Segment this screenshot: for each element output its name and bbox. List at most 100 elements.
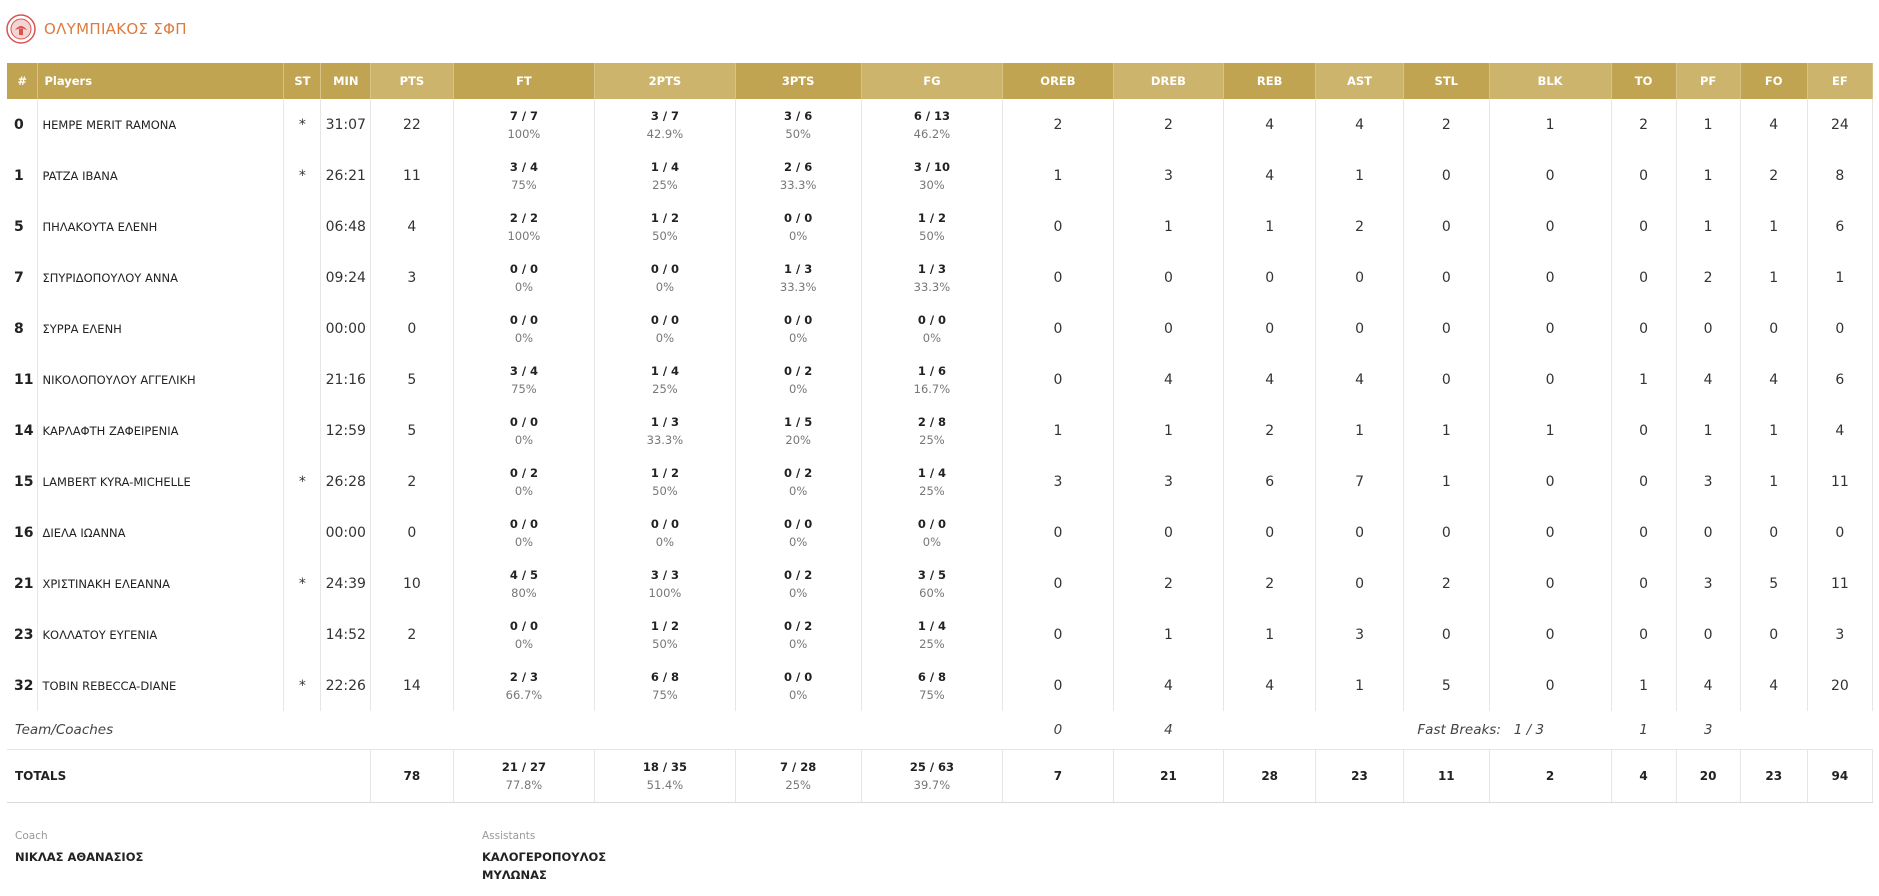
player-starter: * — [283, 456, 322, 507]
player-fo: 4 — [1740, 354, 1808, 405]
player-blk: 0 — [1489, 150, 1612, 201]
col-dreb[interactable]: DREB — [1113, 63, 1225, 99]
totals-label: TOTALS — [7, 749, 372, 803]
player-2pts-made: 1 / 2 — [650, 465, 680, 480]
player-row: 15 LAMBERT KYRA-MICHELLE * 26:28 2 0 / 2 0% 1 /… — [7, 456, 1874, 507]
player-name[interactable]: ΠΗΛΑΚΟΥΤΑ ΕΛΕΝΗ — [37, 201, 285, 252]
player-min: 00:00 — [320, 303, 372, 354]
player-ft-made: 0 / 0 — [509, 618, 539, 633]
col-pf[interactable]: PF — [1676, 63, 1741, 99]
player-3pts: 0 / 0 0% — [735, 201, 862, 252]
player-ft-made: 2 / 2 — [509, 210, 539, 225]
player-name[interactable]: TOBIN REBECCA-DIANE — [37, 660, 285, 711]
player-oreb: 2 — [1002, 99, 1114, 150]
col-fg[interactable]: FG — [861, 63, 1004, 99]
player-ast: 7 — [1315, 456, 1404, 507]
player-blk: 0 — [1489, 507, 1612, 558]
col-min[interactable]: MIN — [320, 63, 372, 99]
player-name[interactable]: ΚΟΛΛΑΤΟΥ ΕΥΓΕΝΙΑ — [37, 609, 285, 660]
player-name[interactable]: LAMBERT KYRA-MICHELLE — [37, 456, 285, 507]
col-num[interactable]: # — [7, 63, 39, 99]
player-ft-made: 7 / 7 — [509, 108, 539, 123]
player-3pts-pct: 0% — [789, 534, 808, 549]
col-ft[interactable]: FT — [453, 63, 596, 99]
player-dreb: 4 — [1113, 354, 1225, 405]
player-reb: 4 — [1223, 660, 1317, 711]
player-ft-pct: 66.7% — [505, 687, 543, 702]
player-ef: 20 — [1807, 660, 1874, 711]
col-oreb[interactable]: OREB — [1002, 63, 1114, 99]
player-pts: 2 — [370, 456, 454, 507]
player-2pts-pct: 100% — [648, 585, 682, 600]
player-stl: 1 — [1403, 456, 1490, 507]
col-ast[interactable]: AST — [1315, 63, 1404, 99]
player-name[interactable]: ΣΠΥΡΙΔΟΠΟΥΛΟΥ ΑΝΝΑ — [37, 252, 285, 303]
player-number: 8 — [7, 303, 39, 354]
player-fo: 1 — [1740, 456, 1808, 507]
coach-block: Coach ΝΙΚΛΑΣ ΑΘΑΝΑΣΙΟΣ — [15, 830, 143, 866]
player-stl: 0 — [1403, 303, 1490, 354]
player-2pts: 1 / 3 33.3% — [594, 405, 736, 456]
player-name[interactable]: ΧΡΙΣΤΙΝΑΚΗ ΕΛΕΑΝΝΑ — [37, 558, 285, 609]
player-starter — [283, 405, 322, 456]
player-name[interactable]: ΚΑΡΛΑΦΤΗ ΖΑΦΕΙΡΕΝΙΑ — [37, 405, 285, 456]
col-blk[interactable]: BLK — [1489, 63, 1612, 99]
player-oreb: 1 — [1002, 405, 1114, 456]
player-3pts-made: 0 / 0 — [784, 312, 813, 327]
header-row: # Players ST MIN PTS FT 2PTS 3PTS FG ORE… — [7, 63, 1874, 99]
player-ft-pct: 80% — [511, 585, 537, 600]
player-ft-pct: 100% — [507, 126, 541, 141]
col-players[interactable]: Players — [37, 63, 285, 99]
col-2pts[interactable]: 2PTS — [594, 63, 736, 99]
player-2pts-made: 1 / 3 — [650, 414, 680, 429]
assistant-name: ΜΥΛΩΝΑΣ — [482, 868, 547, 882]
col-stl[interactable]: STL — [1403, 63, 1490, 99]
player-fg-pct: 75% — [919, 687, 945, 702]
player-ft: 7 / 7 100% — [453, 99, 596, 150]
team-name[interactable]: ΟΛΥΜΠΙΑΚΟΣ ΣΦΠ — [44, 20, 187, 38]
col-to[interactable]: TO — [1611, 63, 1677, 99]
player-name[interactable]: ΝΙΚΟΛΟΠΟΥΛΟΥ ΑΓΓΕΛΙΚΗ — [37, 354, 285, 405]
player-3pts-made: 0 / 2 — [784, 363, 813, 378]
olympiacos-logo-icon — [6, 14, 36, 44]
col-fo[interactable]: FO — [1740, 63, 1808, 99]
player-starter — [283, 354, 322, 405]
player-name[interactable]: ΣΥΡΡΑ ΕΛΕΝΗ — [37, 303, 285, 354]
player-ft-pct: 75% — [511, 381, 537, 396]
player-blk: 0 — [1489, 303, 1612, 354]
player-2pts: 1 / 2 50% — [594, 456, 736, 507]
col-reb[interactable]: REB — [1223, 63, 1317, 99]
player-2pts-made: 1 / 4 — [650, 363, 680, 378]
player-blk: 0 — [1489, 456, 1612, 507]
player-fg-made: 6 / 8 — [917, 669, 947, 684]
player-reb: 0 — [1223, 252, 1317, 303]
player-ft-made: 4 / 5 — [509, 567, 539, 582]
player-2pts-pct: 0% — [655, 330, 675, 345]
player-pf: 1 — [1676, 405, 1741, 456]
player-ef: 0 — [1807, 507, 1874, 558]
player-ft: 0 / 0 0% — [453, 252, 596, 303]
player-ast: 1 — [1315, 405, 1404, 456]
player-oreb: 1 — [1002, 150, 1114, 201]
col-pts[interactable]: PTS — [370, 63, 454, 99]
player-fo: 4 — [1740, 99, 1808, 150]
col-ef[interactable]: EF — [1807, 63, 1874, 99]
player-blk: 0 — [1489, 201, 1612, 252]
player-to: 0 — [1611, 150, 1677, 201]
player-stl: 5 — [1403, 660, 1490, 711]
player-name[interactable]: ΔΙΕΛΑ ΙΩΑΝΝΑ — [37, 507, 285, 558]
player-to: 0 — [1611, 609, 1677, 660]
fast-breaks-value: 1 / 3 — [1513, 722, 1545, 738]
player-fg: 1 / 3 33.3% — [861, 252, 1004, 303]
player-pf: 1 — [1676, 201, 1741, 252]
player-name[interactable]: PATZA IBANA — [37, 150, 285, 201]
player-fo: 0 — [1740, 609, 1808, 660]
col-3pts[interactable]: 3PTS — [735, 63, 862, 99]
player-fg-made: 1 / 2 — [917, 210, 947, 225]
player-pts: 4 — [370, 201, 454, 252]
player-fg: 3 / 5 60% — [861, 558, 1004, 609]
col-st[interactable]: ST — [283, 63, 322, 99]
player-name[interactable]: HEMPE MERIT RAMONA — [37, 99, 285, 150]
player-3pts-made: 1 / 3 — [784, 261, 813, 276]
player-fo: 0 — [1740, 303, 1808, 354]
